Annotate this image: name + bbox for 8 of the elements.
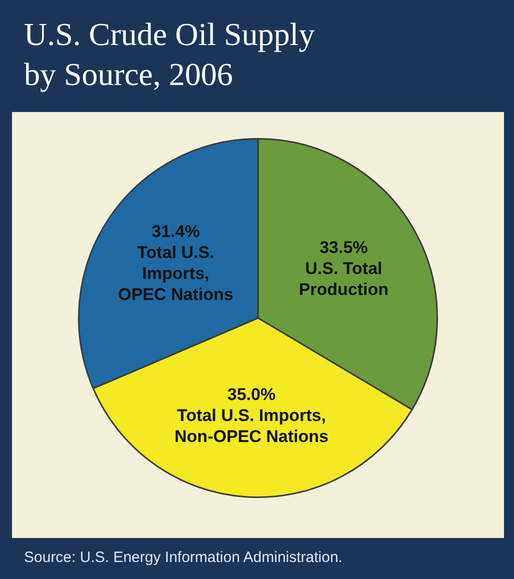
slice-label: Total U.S. Imports, Non-OPEC Nations <box>174 406 328 446</box>
source-note: Source: U.S. Energy Information Administration. <box>24 549 342 566</box>
data-label: 33.5% <box>320 238 368 257</box>
slice-label: Total U.S. Imports, OPEC Nations <box>118 242 234 304</box>
chart-title: U.S. Crude Oil Supply by Source, 2006 <box>24 15 316 94</box>
data-label: 35.0% <box>227 385 276 404</box>
slice-label: U.S. Total Production <box>298 258 389 299</box>
data-label: 31.4% <box>152 222 200 241</box>
